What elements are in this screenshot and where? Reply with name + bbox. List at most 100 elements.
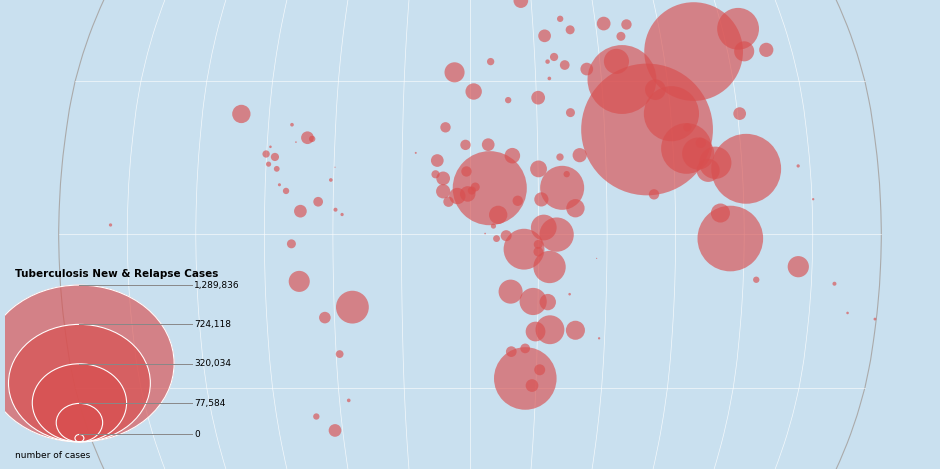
Point <box>596 20 611 27</box>
Point <box>510 197 525 204</box>
Point <box>435 174 450 182</box>
Point <box>293 207 308 215</box>
Point <box>737 47 752 55</box>
Point <box>568 204 583 212</box>
Circle shape <box>8 325 150 442</box>
Point <box>323 176 338 184</box>
Point <box>557 61 572 69</box>
Point <box>458 141 473 149</box>
Point <box>258 150 274 158</box>
Point <box>503 288 518 295</box>
Point <box>549 231 564 238</box>
Point <box>840 309 855 317</box>
Point <box>461 190 476 198</box>
Point <box>528 328 543 335</box>
Point <box>555 184 570 191</box>
Point <box>540 298 556 306</box>
Point <box>327 164 342 171</box>
Point <box>739 165 754 173</box>
Point <box>525 298 540 305</box>
Point <box>464 187 479 194</box>
Point <box>589 255 604 262</box>
Circle shape <box>75 434 84 442</box>
Point <box>269 165 284 173</box>
Point <box>639 126 654 133</box>
Point <box>450 192 465 200</box>
Point <box>466 88 481 95</box>
Point <box>305 135 320 143</box>
Point <box>501 96 516 104</box>
Circle shape <box>0 285 174 442</box>
Point <box>806 196 821 203</box>
Point <box>441 198 456 205</box>
Point <box>318 314 333 321</box>
Point <box>491 211 506 219</box>
Point <box>679 145 694 152</box>
Text: 0: 0 <box>194 430 200 439</box>
Point <box>534 196 549 203</box>
Point <box>284 240 299 248</box>
Point <box>732 110 747 117</box>
Point <box>791 162 806 170</box>
Point <box>648 86 663 93</box>
Point <box>489 235 504 242</box>
Point <box>480 141 495 148</box>
Point <box>513 0 528 4</box>
Point <box>267 153 282 161</box>
Point <box>680 124 695 131</box>
Point <box>289 138 304 146</box>
Point <box>713 209 728 217</box>
Point <box>531 165 546 173</box>
Point <box>591 334 606 342</box>
Point <box>609 58 624 65</box>
Point <box>478 230 493 237</box>
Point <box>261 160 276 168</box>
Point <box>518 345 533 352</box>
Point <box>827 280 842 287</box>
Point <box>272 181 287 189</box>
Point <box>686 48 701 55</box>
Point <box>723 235 738 242</box>
Point <box>435 188 450 195</box>
Point <box>328 206 343 213</box>
Point <box>335 211 350 218</box>
Point <box>572 151 588 159</box>
Point <box>542 263 557 271</box>
Point <box>430 157 445 164</box>
Point <box>309 413 324 420</box>
Point <box>505 152 520 159</box>
Polygon shape <box>58 0 882 469</box>
Point <box>482 184 497 192</box>
Point <box>504 348 519 356</box>
Point <box>483 58 498 65</box>
Text: number of cases: number of cases <box>15 452 90 461</box>
Point <box>486 222 501 230</box>
Point <box>579 65 594 73</box>
Point <box>291 278 306 285</box>
Point <box>759 46 774 53</box>
Point <box>438 123 453 131</box>
Point <box>516 245 531 253</box>
Point <box>285 121 300 129</box>
Point <box>562 290 577 298</box>
Point <box>700 166 715 174</box>
Point <box>300 134 315 142</box>
Point <box>310 198 325 205</box>
Point <box>447 68 462 76</box>
Point <box>868 315 883 323</box>
Point <box>542 326 557 333</box>
Point <box>103 221 118 229</box>
Circle shape <box>56 403 102 442</box>
Point <box>553 153 568 161</box>
Point <box>532 366 547 373</box>
Point <box>553 15 568 23</box>
Point <box>263 143 278 151</box>
Point <box>428 171 443 178</box>
Point <box>730 25 745 32</box>
Point <box>332 350 347 358</box>
Circle shape <box>32 364 127 442</box>
Point <box>647 190 662 198</box>
Point <box>537 32 552 39</box>
Point <box>278 187 293 195</box>
Point <box>531 94 546 101</box>
